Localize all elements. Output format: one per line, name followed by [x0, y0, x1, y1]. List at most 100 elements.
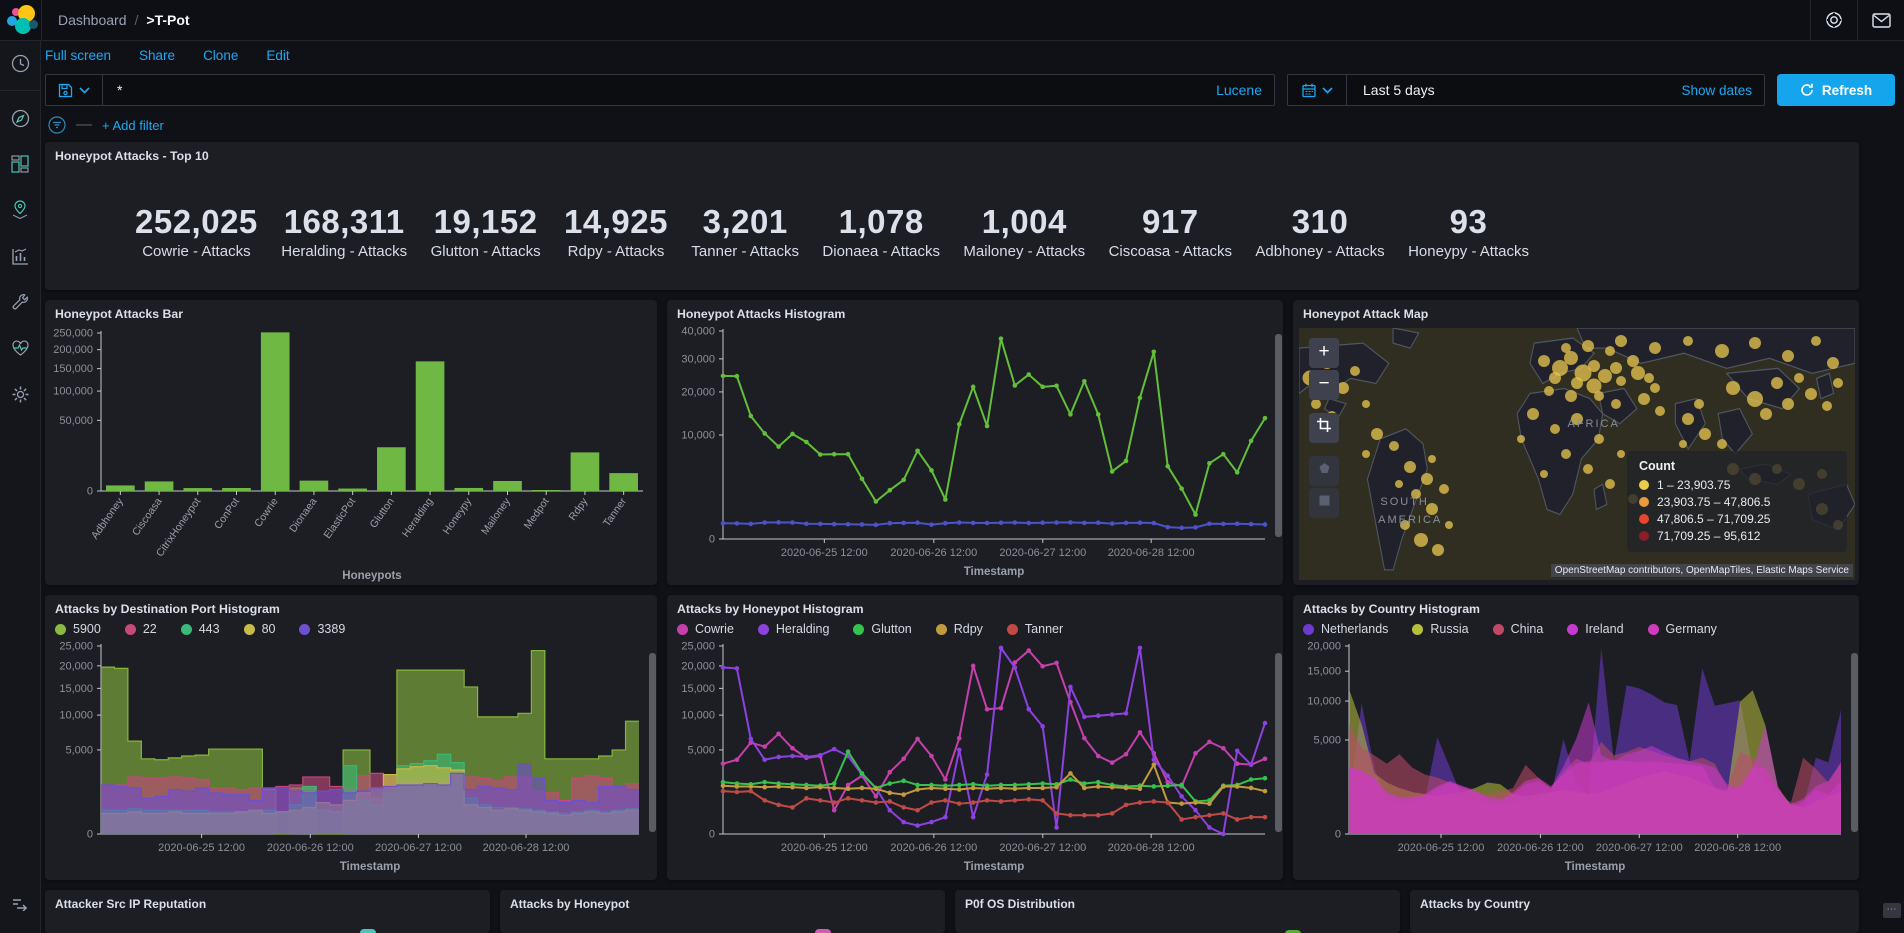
sidebar-item-uptime[interactable]	[0, 325, 40, 371]
legend-item-Cowrie[interactable]: Cowrie	[677, 622, 734, 636]
map-zoom-in-button[interactable]: +	[1309, 338, 1339, 368]
legend-item-Heralding[interactable]: Heralding	[757, 622, 829, 636]
help-icon	[1826, 12, 1842, 28]
sidebar-item-dev-tools[interactable]	[0, 279, 40, 325]
elastic-logo[interactable]	[0, 0, 42, 40]
attack-dot	[1782, 397, 1795, 410]
sidebar-item-discover[interactable]	[0, 95, 40, 141]
legend-item-443[interactable]: 443	[180, 622, 220, 636]
panel-title-attacks-by-country[interactable]: Attacks by Country	[1420, 897, 1531, 911]
attack-dot	[1571, 412, 1583, 425]
refresh-button[interactable]: Refresh	[1777, 74, 1895, 106]
crop-icon	[1317, 418, 1331, 432]
svg-text:2020-06-27 12:00: 2020-06-27 12:00	[1596, 842, 1683, 854]
bar-svg: 0 50,000 100,000 150,000 200,000 250,000 Adbho…	[53, 328, 643, 582]
attacks-by-country-chart[interactable]: 0 5,000 10,000 15,000 20,000 2020-06-25 12:00…	[1293, 638, 1859, 885]
legend-item-Tanner[interactable]: Tanner	[1006, 622, 1063, 636]
legend-item-China[interactable]: China	[1492, 622, 1543, 636]
sidebar-item-maps[interactable]	[0, 187, 40, 233]
legend-item-Russia[interactable]: Russia	[1412, 622, 1469, 636]
map-crop-tool-button[interactable]	[1309, 413, 1339, 443]
attack-dot	[1594, 433, 1605, 444]
legend-item-5900[interactable]: 5900	[55, 622, 101, 636]
honeypot-attacks-histogram-chart[interactable]: 0 10,000 20,000 30,000 40,000 2020-06-25 12:0…	[667, 323, 1283, 590]
sidebar-item-management[interactable]	[0, 371, 40, 417]
date-quick-menu-button[interactable]	[1288, 75, 1347, 105]
saved-query-menu-button[interactable]	[45, 74, 103, 106]
sidebar-collapse-button[interactable]	[0, 881, 40, 927]
panel-title-countries[interactable]: Attacks by Country Histogram	[1303, 602, 1480, 616]
map-count-legend: Count 1 – 23,903.75 23,903.75 – 47,806.5 4…	[1627, 451, 1847, 552]
sidebar-item-recently-viewed[interactable]	[0, 40, 40, 86]
sidebar-item-visualize[interactable]	[0, 233, 40, 279]
legend-item-80[interactable]: 80	[243, 622, 275, 636]
panel-options-button[interactable]: ⋯	[1883, 903, 1901, 918]
panel-title-bar[interactable]: Honeypot Attacks Bar	[55, 307, 184, 321]
polygon-icon	[1319, 463, 1329, 473]
dashboard-icon	[11, 155, 29, 173]
svg-text:25,000: 25,000	[59, 641, 93, 653]
query-language-button[interactable]: Lucene	[1216, 82, 1262, 98]
panel-title-top10[interactable]: Honeypot Attacks - Top 10	[55, 149, 209, 163]
legend-item-Ireland[interactable]: Ireland	[1567, 622, 1624, 636]
panel-title-ports[interactable]: Attacks by Destination Port Histogram	[55, 602, 280, 616]
legend-item-Netherlands[interactable]: Netherlands	[1303, 622, 1388, 636]
panel-title-total-histogram[interactable]: Honeypot Attacks Histogram	[677, 307, 846, 321]
attacks-by-destination-port-chart[interactable]: 0 5,000 10,000 15,000 20,000 25,000 2020-06-25…	[45, 638, 657, 885]
legend-item-Glutton[interactable]: Glutton	[853, 622, 912, 636]
metric-label: Tanner - Attacks	[691, 243, 799, 260]
time-range-value[interactable]: Last 5 days	[1363, 82, 1435, 98]
newsfeed-button[interactable]	[1857, 0, 1904, 40]
sidebar-item-dashboard[interactable]	[0, 141, 40, 187]
ports-svg: 0 5,000 10,000 15,000 20,000 25,000 2020-06-25…	[59, 641, 639, 873]
legend-item-Rdpy[interactable]: Rdpy	[935, 622, 983, 636]
panel-scrollbar[interactable]	[1275, 334, 1282, 537]
add-filter-link[interactable]: + Add filter	[102, 117, 164, 133]
legend-label: 5900	[73, 622, 101, 636]
legend-label: 3389	[317, 622, 346, 636]
legend-item-3389[interactable]: 3389	[299, 622, 345, 636]
filter-icon[interactable]	[48, 116, 66, 134]
attack-dot	[1404, 460, 1417, 473]
search-input[interactable]	[115, 81, 1217, 99]
metric-honeypy: 93 Honeypy - Attacks	[1408, 203, 1529, 260]
attacks-by-honeypot-chart[interactable]: 0 5,000 10,000 15,000 20,000 25,000 2020-06-25…	[667, 638, 1283, 885]
app-sidebar	[0, 40, 41, 933]
attack-dot	[1587, 359, 1600, 372]
metric-label: Adbhoney - Attacks	[1255, 243, 1385, 260]
attack-dot	[1410, 489, 1421, 500]
legend-item-22[interactable]: 22	[124, 622, 157, 636]
panel-scrollbar[interactable]	[649, 653, 656, 832]
full-screen-link[interactable]: Full screen	[45, 48, 112, 63]
clone-link[interactable]: Clone	[203, 48, 239, 63]
honeypot-attacks-bar-chart[interactable]: 0 50,000 100,000 150,000 200,000 250,000 Adbho…	[45, 323, 657, 590]
panel-title-p0f-os[interactable]: P0f OS Distribution	[965, 897, 1076, 911]
panel-title-src-ip-reputation[interactable]: Attacker Src IP Reputation	[55, 897, 207, 911]
breadcrumb-dashboard[interactable]: Dashboard	[58, 12, 127, 28]
map-rect-tool-button[interactable]	[1309, 488, 1339, 518]
panel-scrollbar[interactable]	[1851, 653, 1858, 832]
panel-title-attacks-by-honeypot[interactable]: Attacks by Honeypot	[510, 897, 630, 911]
help-button[interactable]	[1810, 0, 1857, 40]
svg-text:2020-06-27 12:00: 2020-06-27 12:00	[375, 842, 462, 854]
panel-title-map[interactable]: Honeypot Attack Map	[1303, 307, 1429, 321]
metric-dionaea: 1,078 Dionaea - Attacks	[822, 203, 940, 260]
metric-label: Honeypy - Attacks	[1408, 243, 1529, 260]
legend-item-Germany[interactable]: Germany	[1647, 622, 1717, 636]
map-zoom-out-button[interactable]: −	[1309, 370, 1339, 400]
attack-dot	[1582, 339, 1595, 352]
attack-dot	[1560, 449, 1571, 459]
metric-label: Mailoney - Attacks	[963, 243, 1086, 260]
svg-text:10,000: 10,000	[59, 710, 93, 722]
panel-title-honeypots[interactable]: Attacks by Honeypot Histogram	[677, 602, 864, 616]
map-polygon-tool-button[interactable]	[1309, 456, 1339, 486]
refresh-icon	[1801, 83, 1813, 96]
svg-text:0: 0	[87, 486, 93, 498]
show-dates-link[interactable]: Show dates	[1681, 82, 1752, 98]
attack-map[interactable]: SOUTH AMERICA AFRICA + −	[1299, 328, 1855, 580]
share-link[interactable]: Share	[139, 48, 176, 63]
wrench-icon	[12, 294, 28, 310]
attack-dot	[1609, 362, 1622, 375]
panel-scrollbar[interactable]	[1275, 653, 1282, 832]
edit-link[interactable]: Edit	[266, 48, 290, 63]
